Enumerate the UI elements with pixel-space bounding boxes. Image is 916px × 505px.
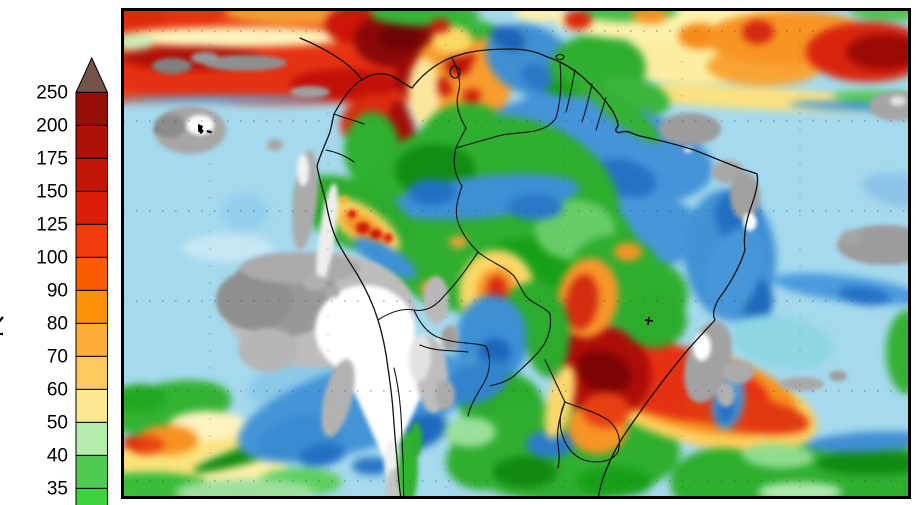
svg-text:35: 35 bbox=[47, 479, 68, 500]
svg-text:80: 80 bbox=[47, 314, 68, 335]
svg-text:40: 40 bbox=[47, 446, 68, 467]
svg-text:100: 100 bbox=[36, 248, 68, 269]
svg-text:250: 250 bbox=[36, 83, 68, 104]
svg-text:150: 150 bbox=[36, 182, 68, 203]
svg-text:50: 50 bbox=[47, 413, 68, 434]
svg-text:200: 200 bbox=[36, 116, 68, 137]
svg-text:90: 90 bbox=[47, 281, 68, 302]
svg-text:125: 125 bbox=[36, 215, 68, 236]
svg-text:60: 60 bbox=[47, 380, 68, 401]
svg-text:70: 70 bbox=[47, 347, 68, 368]
svg-text:175: 175 bbox=[36, 149, 68, 170]
